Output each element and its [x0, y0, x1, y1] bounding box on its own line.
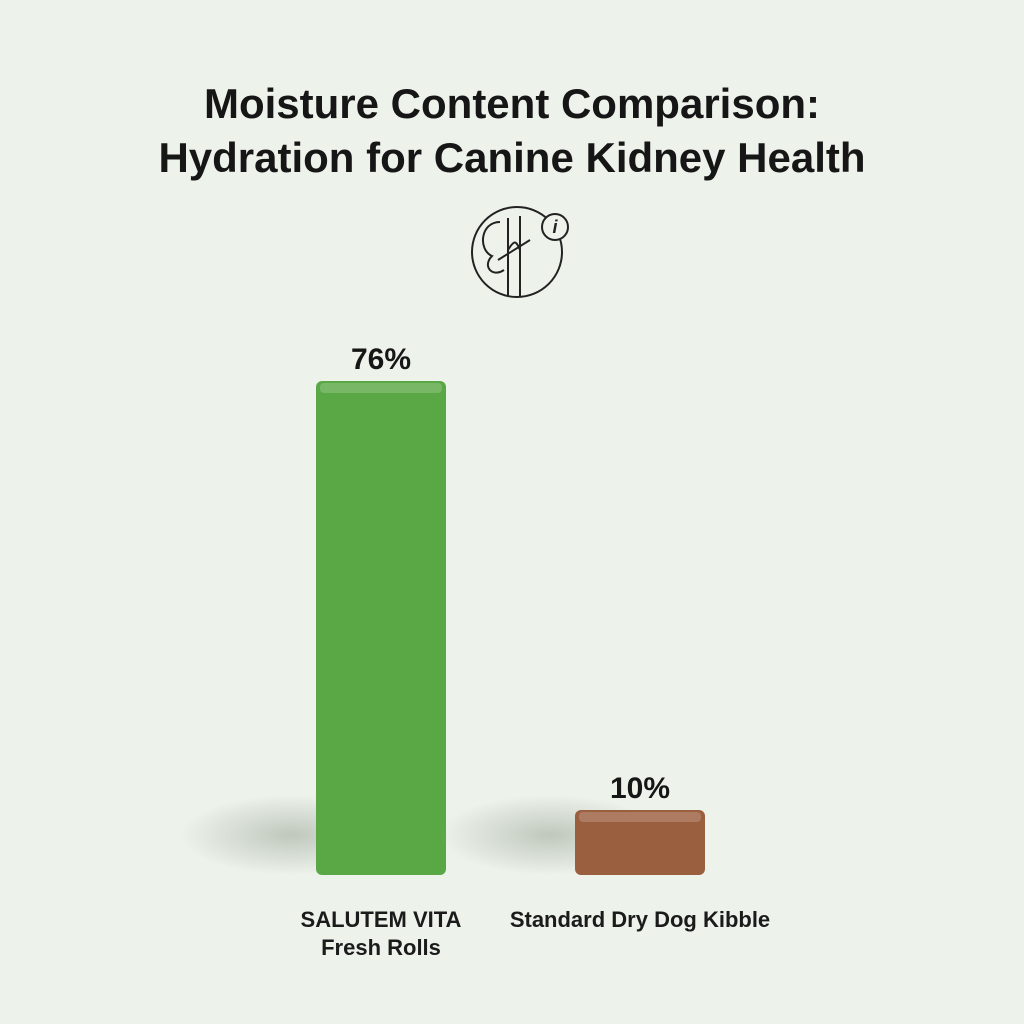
value-label: 76%	[351, 343, 411, 376]
chart-subtitle: Hydration for Canine Kidney Health	[158, 134, 865, 181]
bar-highlight	[320, 383, 442, 393]
bar-highlight	[579, 812, 701, 822]
bar	[316, 381, 446, 875]
chart-title: Moisture Content Comparison:	[204, 80, 820, 127]
bar	[575, 810, 705, 875]
svg-text:i: i	[552, 217, 558, 237]
category-label: Standard Dry Dog Kibble	[509, 907, 771, 932]
kidney-icon: i	[471, 206, 569, 298]
value-label: 10%	[610, 772, 670, 805]
category-label: SALUTEM VITA Fresh Rolls	[300, 907, 462, 960]
